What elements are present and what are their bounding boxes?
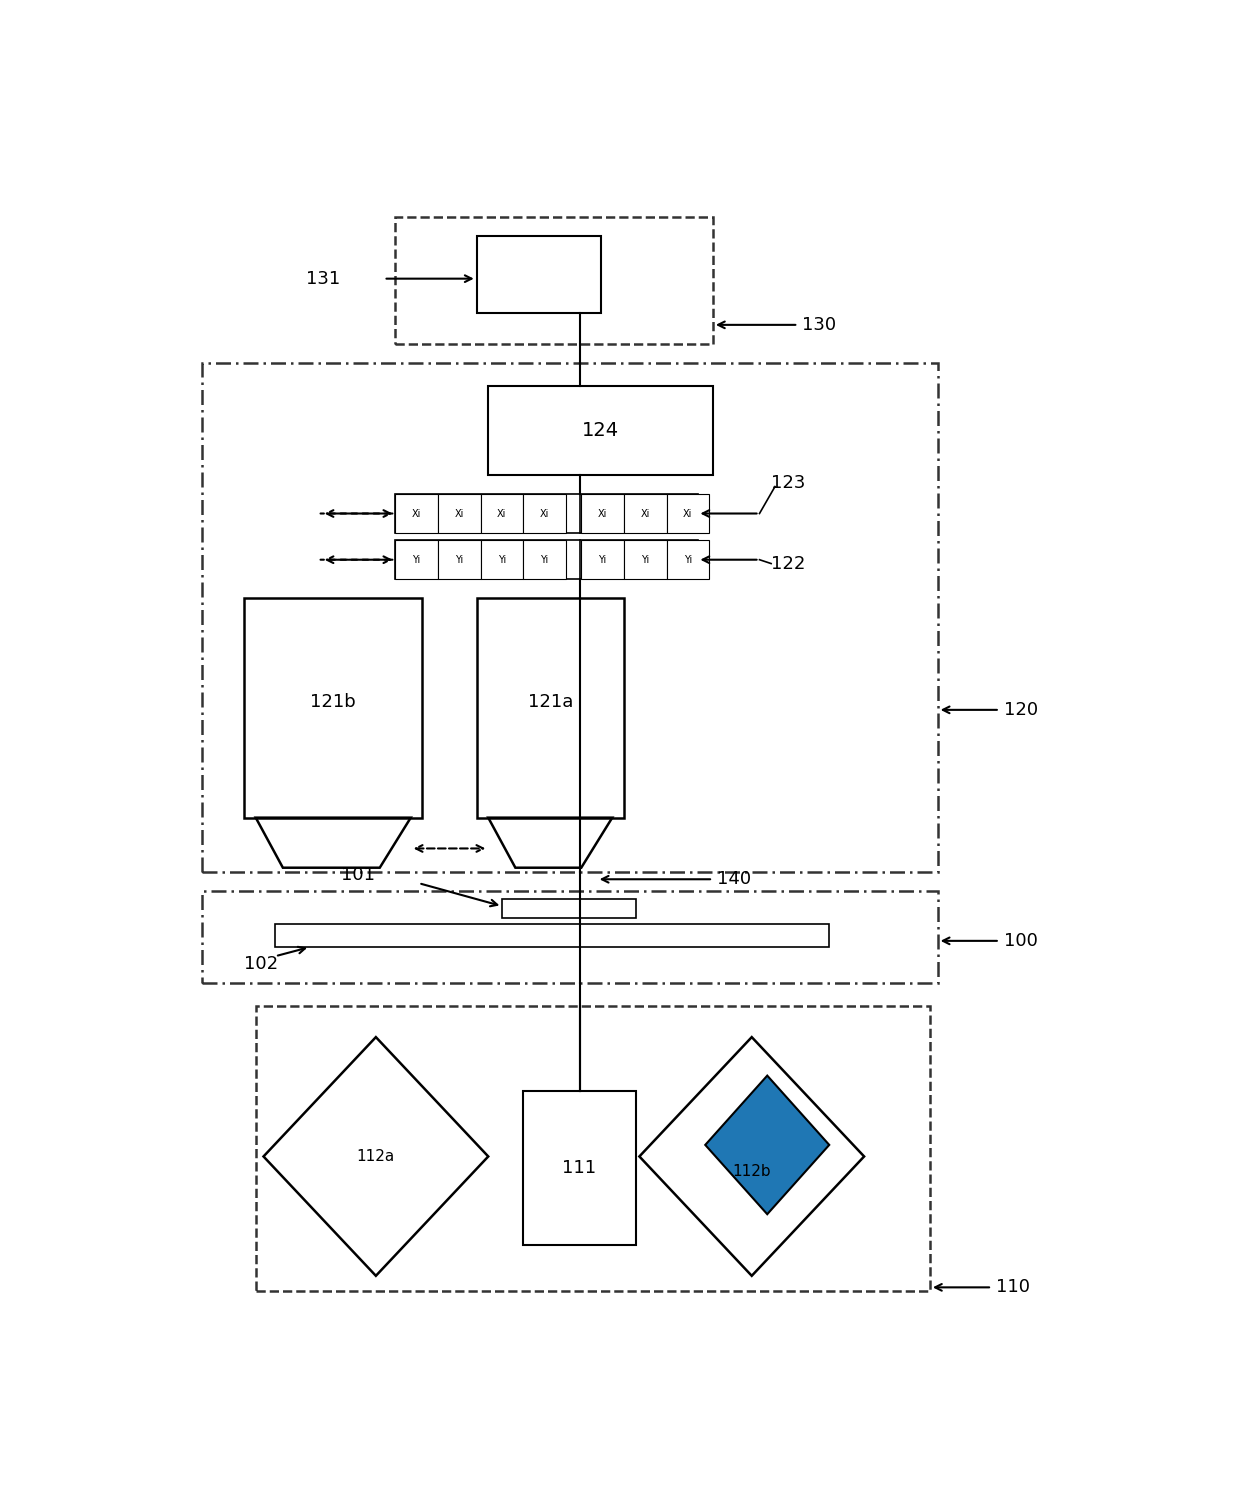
Text: Yi: Yi [541, 555, 548, 565]
Bar [489, 387, 713, 475]
Bar [523, 494, 565, 533]
Bar [396, 540, 697, 579]
Text: 122: 122 [771, 555, 806, 573]
Bar [523, 540, 565, 579]
Bar [582, 494, 624, 533]
Text: Xi: Xi [683, 509, 692, 518]
Bar [481, 540, 523, 579]
Text: 120: 120 [1003, 701, 1038, 719]
Text: 130: 130 [802, 315, 836, 333]
Text: 140: 140 [717, 870, 751, 888]
Text: 101: 101 [341, 866, 374, 884]
Polygon shape [706, 1076, 830, 1214]
Text: Xi: Xi [455, 509, 464, 518]
Text: 102: 102 [244, 955, 278, 973]
Text: Yi: Yi [455, 555, 464, 565]
Bar [438, 540, 481, 579]
Bar [201, 891, 937, 984]
Bar [502, 899, 635, 918]
Text: Yi: Yi [599, 555, 606, 565]
Bar [396, 217, 713, 344]
Bar [275, 924, 830, 946]
Bar [624, 540, 667, 579]
Bar [476, 237, 600, 314]
Text: 111: 111 [562, 1159, 596, 1177]
Bar [201, 363, 937, 872]
Text: 124: 124 [582, 421, 619, 440]
Text: Yi: Yi [683, 555, 692, 565]
Text: Yi: Yi [413, 555, 420, 565]
Text: Xi: Xi [412, 509, 422, 518]
Bar [438, 494, 481, 533]
Bar [582, 540, 624, 579]
Text: Yi: Yi [641, 555, 650, 565]
Bar [667, 540, 709, 579]
Text: 112b: 112b [733, 1164, 771, 1180]
Text: 121a: 121a [527, 693, 573, 711]
Text: 100: 100 [1003, 931, 1038, 949]
Text: 121b: 121b [310, 693, 356, 711]
Bar [667, 494, 709, 533]
Bar [255, 1006, 930, 1292]
Bar [244, 598, 423, 818]
Text: Yi: Yi [497, 555, 506, 565]
Text: Xi: Xi [497, 509, 506, 518]
Bar [476, 598, 624, 818]
Bar [396, 540, 438, 579]
Bar [624, 494, 667, 533]
Bar [396, 494, 438, 533]
Text: 123: 123 [771, 473, 806, 491]
Bar [396, 494, 697, 533]
Bar [523, 1091, 635, 1245]
Text: 131: 131 [306, 269, 340, 287]
Text: 110: 110 [996, 1278, 1030, 1296]
Text: Xi: Xi [539, 509, 549, 518]
Text: 112a: 112a [357, 1149, 396, 1164]
Text: Xi: Xi [641, 509, 650, 518]
Bar [481, 494, 523, 533]
Text: Xi: Xi [598, 509, 608, 518]
